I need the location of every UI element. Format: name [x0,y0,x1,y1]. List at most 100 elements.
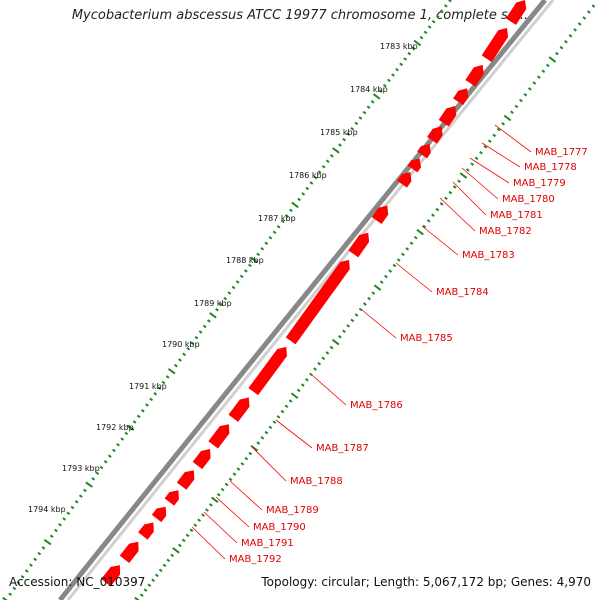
tick-mark [153,392,158,396]
tick-label: 1786 kbp [289,171,327,180]
tick-mark [301,192,306,196]
tick-mark [260,247,265,251]
leader-line [452,181,487,216]
tick-mark [62,517,67,521]
tick-mark [8,592,13,596]
tick-mark [577,22,582,26]
gene-label[interactable]: MAB_1781 [490,210,543,221]
tick-mark [321,356,326,361]
tick-mark [240,462,245,466]
gene-label[interactable]: MAB_1786 [350,400,403,411]
tick-mark [228,477,233,482]
tick-mark [205,508,209,512]
tick-mark [276,415,281,419]
gene-label[interactable]: MAB_1787 [316,443,369,454]
accession-info: Accession: NC_010397 [9,575,146,589]
tick-mark [401,252,405,257]
tick-mark [317,170,322,174]
gene-arrow [208,424,230,449]
tick-mark [382,83,387,88]
tick-mark [411,46,416,51]
tick-mark [232,472,237,476]
leader-line [361,309,397,339]
tick-mark [157,386,162,390]
tick-mark [264,430,269,435]
tick-mark [545,63,550,68]
gene-arrow [453,88,469,106]
leader-line [469,157,510,184]
tick-mark [78,494,83,498]
gene-label[interactable]: MAB_1788 [290,476,343,487]
tick-mark [145,403,149,407]
tick-mark [140,408,145,413]
tick-mark [83,488,87,493]
gene-label[interactable]: MAB_1790 [253,522,306,533]
tick-mark [116,442,120,447]
tick-mark [209,503,213,507]
gene-label[interactable]: MAB_1785 [400,333,453,344]
tick-mark [510,110,514,114]
leader-line [191,526,226,560]
tick-mark [419,35,424,40]
tick-mark [582,16,587,20]
tick-mark [354,313,359,317]
tick-mark [211,496,219,504]
tick-mark [41,546,46,550]
gene-label[interactable]: MAB_1777 [535,147,588,158]
gene-arrow [505,0,527,25]
tick-label: 1791 kbp [129,382,167,391]
leader-line [311,374,347,406]
tick-mark [331,338,340,346]
tick-mark [329,345,334,350]
gene-label[interactable]: MAB_1782 [479,226,532,237]
tick-mark [325,351,330,355]
leader-line [481,142,521,168]
tick-mark [492,133,497,138]
tick-mark [24,569,29,573]
tick-mark [395,67,399,72]
tick-mark [527,87,532,91]
tick-mark [219,302,224,306]
tick-mark [151,578,155,583]
tick-mark [309,372,313,377]
gene-arrow [438,106,457,127]
gene-label[interactable]: MAB_1783 [462,250,515,261]
tick-mark [268,236,273,240]
tick-label: 1784 kbp [350,85,388,94]
tick-mark [483,145,488,149]
tick-mark [198,330,203,334]
tick-mark [20,575,25,579]
tick-mark [173,363,178,368]
tick-mark [297,197,301,202]
tick-mark [426,219,431,223]
tick-mark [126,424,135,431]
tick-label: 1787 kbp [258,214,296,223]
gene-arrow [348,232,370,258]
tick-mark [338,143,342,147]
tick-labels: 1783 kbp 1784 kbp 1785 kbp 1786 kbp 1787… [28,42,418,514]
tick-mark [143,588,148,592]
gene-label[interactable]: MAB_1784 [436,287,489,298]
tick-mark [501,122,505,126]
tick-label: 1792 kbp [96,423,134,432]
gene-label[interactable]: MAB_1791 [241,538,294,549]
tick-mark [378,89,383,93]
tick-mark [248,263,252,268]
gene-label[interactable]: MAB_1789 [266,505,319,516]
tick-mark [479,150,483,155]
gene-label[interactable]: MAB_1779 [513,178,566,189]
tick-mark [321,164,326,169]
gene-arrow [101,565,121,587]
tick-mark [541,69,546,74]
gene-label[interactable]: MAB_1780 [502,194,555,205]
tick-mark [250,256,258,264]
tick-mark [99,465,104,470]
tick-mark [363,302,367,306]
gene-label[interactable]: MAB_1792 [229,554,282,565]
outer-tick-ring [2,0,452,600]
tick-mark [573,28,577,32]
tick-mark [452,185,457,189]
gene-label[interactable]: MAB_1778 [524,162,577,173]
tick-mark [290,392,299,399]
tick-mark [70,505,75,510]
